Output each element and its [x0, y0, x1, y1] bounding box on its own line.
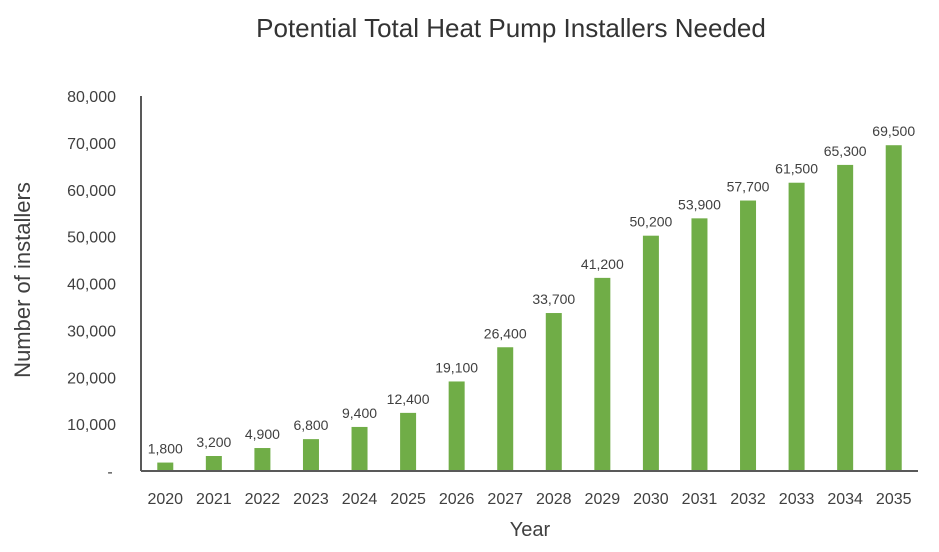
x-tick-label: 2027	[487, 491, 523, 508]
bar	[545, 313, 562, 471]
x-tick-label: 2029	[585, 491, 621, 508]
bar-value-label: 3,200	[196, 434, 231, 450]
x-axis-ticks: 2020 2021 2022 2023 2024 2025 2026 2027 2028 2029…	[147, 491, 911, 508]
bar-value-label: 53,900	[678, 196, 721, 212]
y-tick-label: 50,000	[67, 230, 116, 247]
bar	[740, 200, 757, 471]
x-tick-label: 2022	[245, 491, 281, 508]
bars-group	[157, 145, 902, 471]
x-tick-label: 2026	[439, 491, 475, 508]
bar-value-label: 65,300	[824, 143, 867, 159]
bar	[691, 218, 708, 471]
y-tick-label: 30,000	[67, 323, 116, 340]
bar	[157, 462, 174, 471]
data-labels-group: 1,800 3,200 4,900 6,800 9,400 12,400 19,100 26,…	[148, 123, 916, 456]
bar-value-label: 69,500	[872, 123, 915, 139]
bar-value-label: 6,800	[293, 417, 328, 433]
x-tick-label: 2020	[147, 491, 183, 508]
x-tick-label: 2028	[536, 491, 572, 508]
y-tick-label: 60,000	[67, 183, 116, 200]
y-axis-ticks: - 10,000 20,000 30,000 40,000 50,000 60,000 70,…	[67, 89, 116, 481]
bar	[788, 182, 805, 471]
chart-title: Potential Total Heat Pump Installers Nee…	[256, 13, 766, 43]
bar-value-label: 19,100	[435, 359, 478, 375]
x-tick-label: 2023	[293, 491, 329, 508]
bar-value-label: 57,700	[727, 179, 770, 195]
y-axis-title: Number of installers	[10, 182, 35, 378]
x-tick-label: 2031	[682, 491, 718, 508]
y-tick-label: 70,000	[67, 136, 116, 153]
bar-value-label: 50,200	[629, 214, 672, 230]
bar-value-label: 9,400	[342, 405, 377, 421]
x-tick-label: 2034	[827, 491, 863, 508]
x-tick-label: 2032	[730, 491, 766, 508]
x-tick-label: 2035	[876, 491, 912, 508]
x-tick-label: 2033	[779, 491, 815, 508]
bar	[642, 235, 659, 471]
y-tick-label: 20,000	[67, 370, 116, 387]
bar-value-label: 33,700	[532, 291, 575, 307]
bar	[400, 412, 417, 471]
x-tick-label: 2030	[633, 491, 669, 508]
bar-value-label: 1,800	[148, 441, 183, 457]
bar	[351, 426, 368, 471]
x-tick-label: 2021	[196, 491, 232, 508]
bar	[254, 448, 271, 471]
bar-value-label: 26,400	[484, 325, 527, 341]
y-tick-label: 40,000	[67, 277, 116, 294]
bar	[205, 456, 222, 471]
bar-value-label: 61,500	[775, 161, 818, 177]
bar	[885, 145, 902, 471]
y-tick-label: 10,000	[67, 417, 116, 434]
bar	[837, 164, 854, 471]
x-tick-label: 2024	[342, 491, 378, 508]
bar	[302, 439, 319, 471]
x-tick-label: 2025	[390, 491, 426, 508]
bar	[594, 277, 611, 471]
bar-value-label: 41,200	[581, 256, 624, 272]
y-tick-label: 80,000	[67, 89, 116, 106]
bar	[448, 381, 465, 471]
bar-value-label: 12,400	[387, 391, 430, 407]
bar	[497, 347, 514, 471]
bar-value-label: 4,900	[245, 426, 280, 442]
x-axis-title: Year	[510, 519, 551, 541]
y-tick-label: -	[107, 464, 112, 481]
